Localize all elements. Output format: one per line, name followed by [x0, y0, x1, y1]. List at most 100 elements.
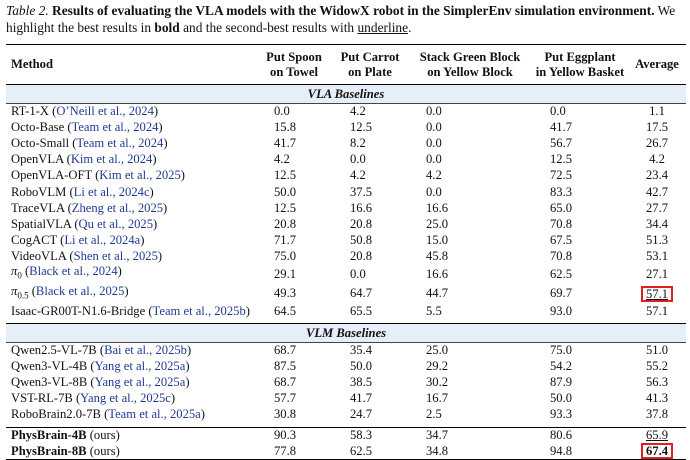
value-cell: 38.5 [332, 375, 408, 391]
value-cell: 4.2 [408, 168, 532, 184]
header-stack-block: Stack Green Block on Yellow Block [419, 49, 521, 79]
citation-link[interactable]: Team et al., 2024 [76, 136, 164, 151]
method-cell: VST-RL-7B (Yang et al., 2025c) [11, 391, 176, 406]
caption-text-a: We highlight the best results in [6, 3, 676, 35]
cell-value: 55.2 [645, 359, 669, 374]
method-suffix: (ours) [89, 443, 120, 458]
value-cell: 68.7 [256, 375, 332, 391]
cell-value: 26.7 [645, 136, 669, 151]
method-cell: OpenVLA (Kim et al., 2024) [11, 152, 157, 167]
citation-link[interactable]: Li et al., 2024a [64, 232, 141, 247]
table-row: Qwen2.5-VL-7B (Bai et al., 2025b) 68.7 35.… [6, 342, 686, 359]
method-suffix: (ours) [89, 427, 120, 442]
citation-link[interactable]: Yang et al., 2025a [94, 359, 186, 374]
value-cell: 54.2 [532, 359, 628, 375]
cell-value: 16.6 [426, 200, 449, 215]
method-name: RoboBrain2.0-7B [11, 407, 101, 422]
cell-value: 90.3 [274, 427, 297, 442]
value-cell: 50.0 [532, 391, 628, 407]
value-cell: 94.8 [532, 443, 628, 460]
citation-link[interactable]: Team et al., 2025b [152, 304, 246, 319]
citation-link[interactable]: Team et al., 2025a [108, 407, 201, 422]
cell-value: 35.4 [350, 343, 373, 358]
value-cell: 72.5 [532, 168, 628, 184]
method-name: OpenVLA [11, 152, 64, 167]
cell-value: 29.1 [274, 266, 297, 281]
cell-value: 77.8 [274, 443, 297, 458]
cell-value: 27.7 [645, 200, 669, 215]
value-cell: 0.0 [532, 104, 628, 120]
method-cell: CogACT (Li et al., 2024a) [11, 232, 145, 247]
cell-value: 30.2 [426, 375, 449, 390]
cell-value: 8.2 [350, 136, 366, 151]
citation-link[interactable]: Li et al., 2024c [73, 184, 150, 199]
table-row: Qwen3-VL-4B (Yang et al., 2025a) 87.5 50.0… [6, 359, 686, 375]
cell-value: 4.2 [426, 168, 442, 183]
value-cell: 16.6 [332, 200, 408, 216]
cell-value: 56.7 [550, 136, 573, 151]
cell-value: 57.1 [645, 304, 669, 319]
value-cell: 56.7 [532, 136, 628, 152]
method-name: Octo-Small [11, 136, 70, 151]
citation-link[interactable]: Qu et al., 2025 [78, 216, 154, 231]
method-name: Isaac-GR00T-N1.6-Bridge [11, 304, 146, 319]
value-cell: 87.9 [532, 375, 628, 391]
header-method: Method [11, 57, 53, 71]
citation-link[interactable]: Shen et al., 2025 [73, 248, 158, 263]
value-cell: 0.0 [408, 184, 532, 200]
cell-value: 50.8 [350, 232, 373, 247]
cell-value: 51.0 [645, 343, 669, 358]
cell-value: 25.0 [426, 216, 449, 231]
cell-value: 51.3 [645, 232, 669, 247]
value-cell: 45.8 [408, 248, 532, 264]
value-cell: 70.8 [532, 248, 628, 264]
method-name: RT-1-X [11, 104, 49, 119]
average-cell: 26.7 [628, 136, 686, 152]
table-row: Qwen3-VL-8B (Yang et al., 2025a) 68.7 38.5… [6, 375, 686, 391]
method-name: Octo-Base [11, 120, 65, 135]
value-cell: 34.7 [408, 427, 532, 443]
value-cell: 49.3 [256, 284, 332, 304]
cell-value: 58.3 [350, 427, 373, 442]
value-cell: 29.1 [256, 264, 332, 284]
citation-link[interactable]: Kim et al., 2024 [70, 152, 153, 167]
caption-text-c: . [408, 20, 412, 35]
cell-value: 25.0 [426, 343, 449, 358]
citation-link[interactable]: O’Neill et al., 2024 [56, 104, 154, 119]
value-cell: 83.3 [532, 184, 628, 200]
value-cell: 34.8 [408, 443, 532, 460]
value-cell: 24.7 [332, 407, 408, 423]
average-cell: 57.1 [628, 284, 686, 304]
cell-value: 75.0 [274, 248, 297, 263]
value-cell: 50.0 [332, 359, 408, 375]
value-cell: 16.7 [408, 391, 532, 407]
cell-value: 4.2 [350, 168, 366, 183]
citation-link[interactable]: Bai et al., 2025b [104, 343, 187, 358]
value-cell: 57.7 [256, 391, 332, 407]
citation-link[interactable]: Black et al., 2024 [29, 264, 118, 279]
cell-value: 34.7 [426, 427, 449, 442]
caption-underline-word: underline [357, 20, 409, 35]
cell-value: 0.0 [426, 120, 442, 135]
average-cell: 41.3 [628, 391, 686, 407]
average-cell: 27.1 [628, 264, 686, 284]
method-cell: PhysBrain-4B (ours) [6, 427, 256, 443]
citation-link[interactable]: Yang et al., 2025a [94, 375, 186, 390]
average-cell: 42.7 [628, 184, 686, 200]
method-cell: Octo-Base (Team et al., 2024) [11, 120, 163, 135]
value-cell: 0.0 [408, 104, 532, 120]
average-cell: 57.1 [628, 303, 686, 319]
value-cell: 0.0 [408, 152, 532, 168]
value-cell: 2.5 [408, 407, 532, 423]
cell-value: 4.2 [649, 152, 665, 167]
results-table: Method Put Spoon on Towel Put Carrot on Pl… [6, 44, 686, 460]
citation-link[interactable]: Kim et al., 2025 [99, 168, 181, 183]
value-cell: 87.5 [256, 359, 332, 375]
average-cell: 51.3 [628, 232, 686, 248]
cell-value: 37.8 [645, 407, 669, 422]
citation-link[interactable]: Black et al., 2025 [35, 283, 125, 298]
citation-link[interactable]: Zheng et al., 2025 [71, 200, 164, 215]
citation-link[interactable]: Yang et al., 2025c [80, 391, 171, 406]
citation-link[interactable]: Team et al., 2024 [71, 120, 159, 135]
cell-value: 16.6 [350, 200, 373, 215]
